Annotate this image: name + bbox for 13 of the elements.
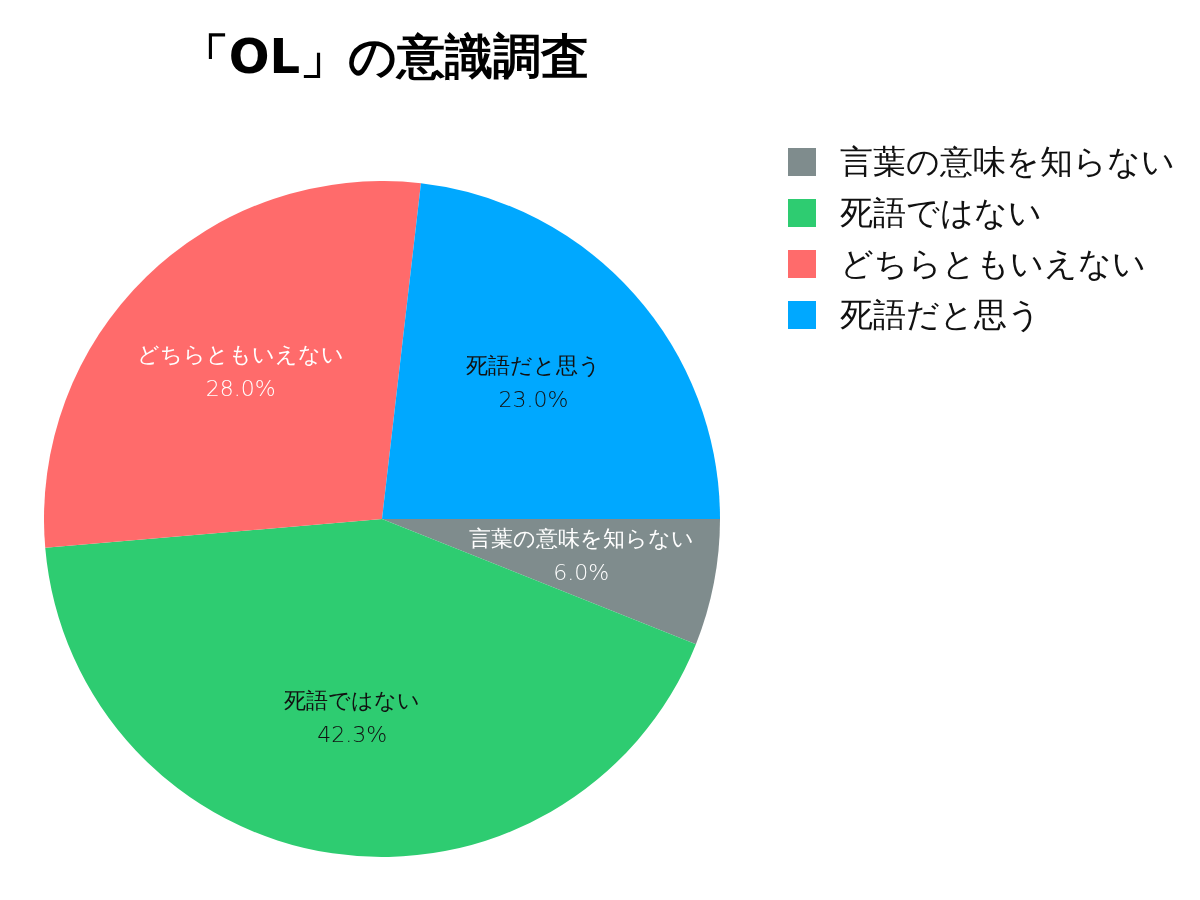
data-label: 28.0%	[205, 376, 276, 402]
data-label: 6.0%	[553, 559, 610, 585]
slice-label: 言葉の意味を知らない	[468, 525, 694, 551]
slice-label: どちらともいえない	[137, 342, 345, 368]
legend-label: 死語だと思う	[840, 294, 1041, 335]
legend-label: 言葉の意味を知らない	[840, 141, 1175, 182]
legend-label: 死語ではない	[840, 192, 1042, 233]
chart-title: 「OL」の意識調査	[179, 28, 591, 86]
data-label: 23.0%	[498, 386, 569, 412]
slice-label: 死語ではない	[284, 688, 421, 714]
slice-label: 死語だと思う	[465, 352, 601, 378]
data-label: 42.3%	[317, 722, 388, 748]
legend-label: どちらともいえない	[840, 243, 1146, 284]
